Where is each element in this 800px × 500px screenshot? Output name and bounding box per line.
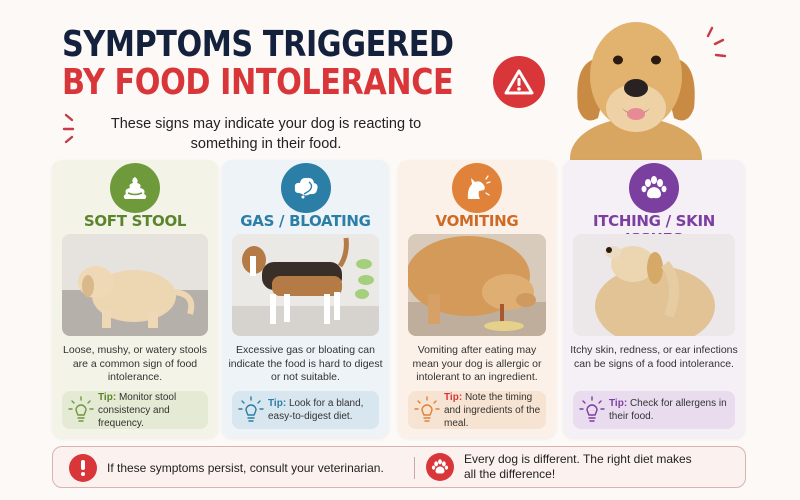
sparkle-lines-icon	[706, 26, 727, 58]
lightbulb-icon	[579, 396, 605, 422]
paw-icon	[426, 453, 454, 481]
card-title: SOFT STOOL	[83, 212, 187, 230]
lightbulb-icon	[68, 396, 94, 422]
title-line-2: BY FOOD INTOLERANCE	[62, 62, 454, 103]
card-title: GAS / BLOATING	[240, 212, 371, 230]
bottom-banner: If these symptoms persist, consult your …	[52, 446, 746, 488]
gas-cloud-icon	[280, 163, 331, 213]
symptom-card-itching-skin: ITCHING / SKIN ISSUES Itchy skin, rednes…	[563, 160, 745, 438]
vomiting-dog-icon	[452, 163, 502, 213]
itching-dog-photo	[573, 234, 735, 336]
poop-icon	[110, 163, 160, 213]
exclamation-icon	[69, 454, 97, 482]
hero-dog-image	[562, 8, 710, 198]
card-description: Vomiting after eating may mean your dog …	[412, 344, 542, 383]
tip-label: Tip:	[98, 391, 117, 403]
tip-label: Tip:	[268, 398, 287, 409]
vet-advice-text: If these symptoms persist, consult your …	[107, 460, 384, 475]
tip-box: Tip: Monitor stool consistency and frequ…	[62, 391, 208, 429]
tip-box: Tip: Note the timing and ingredients of …	[408, 391, 546, 429]
sparkle-lines-icon	[62, 113, 75, 144]
diet-message-line-2: all the difference!	[464, 467, 556, 481]
tip-box: Tip: Check for allergens in their food.	[573, 391, 735, 429]
warning-triangle-icon	[493, 56, 545, 108]
tip-text: Check for allergens in their food.	[609, 398, 727, 422]
card-description: Itchy skin, redness, or ear infections c…	[570, 344, 738, 370]
vomiting-dog-photo	[408, 234, 546, 336]
tip-label: Tip:	[609, 398, 628, 409]
tip-text: Monitor stool consistency and frequency.	[98, 391, 177, 429]
lightbulb-icon	[238, 396, 264, 422]
diet-message-line-1: Every dog is different. The right diet m…	[464, 452, 692, 466]
symptom-card-vomiting: VOMITING Vomiting after eating may mean …	[398, 160, 556, 438]
symptom-card-soft-stool: SOFT STOOL Loose, mushy, or watery stool…	[52, 160, 218, 438]
tip-text: Look for a bland, easy-to-digest diet.	[268, 398, 364, 422]
card-description: Loose, mushy, or watery stools are a com…	[63, 344, 207, 383]
card-title: VOMITING	[435, 212, 519, 230]
tip-text: Note the timing and ingredients of the m…	[444, 391, 541, 429]
tip-box: Tip: Look for a bland, easy-to-digest di…	[232, 391, 379, 429]
paw-icon	[629, 163, 679, 213]
page-title: SYMPTOMS TRIGGERED BY FOOD INTOLERANCE	[62, 26, 454, 102]
lightbulb-icon	[414, 396, 440, 422]
tip-label: Tip:	[444, 391, 463, 403]
banner-divider	[414, 457, 415, 479]
title-line-1: SYMPTOMS TRIGGERED	[62, 24, 454, 65]
gas-bloating-dog-photo	[232, 234, 379, 336]
subtitle: These signs may indicate your dog is rea…	[110, 116, 422, 152]
diet-message-text: Every dog is different. The right diet m…	[464, 452, 692, 482]
card-description: Excessive gas or bloating can indicate t…	[228, 344, 383, 383]
symptom-card-gas-bloating: GAS / BLOATING Excessive gas or bloating…	[222, 160, 389, 438]
soft-stool-dog-photo	[62, 234, 208, 336]
